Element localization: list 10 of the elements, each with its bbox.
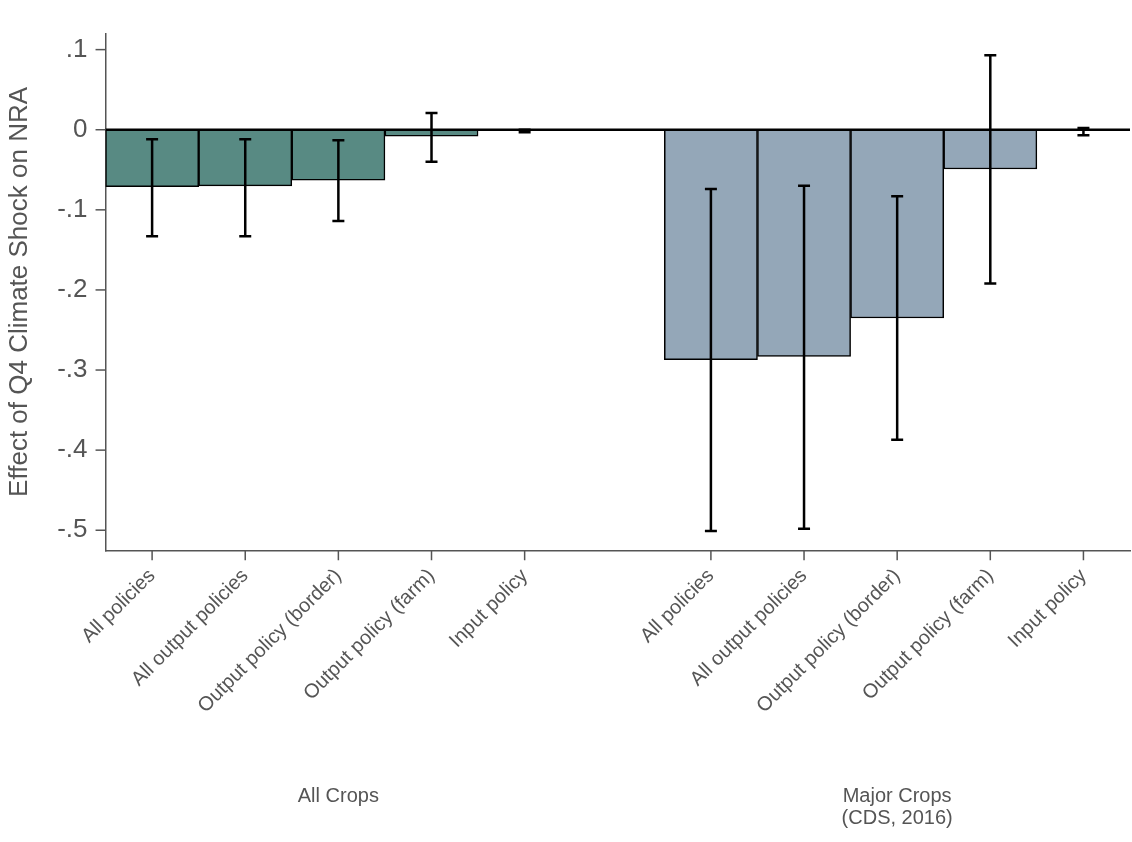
y-tick-label: -.3 [57, 353, 88, 384]
y-tick-label: 0 [73, 112, 88, 143]
y-tick-label: .1 [65, 32, 88, 63]
text: Major Crops (CDS, 2016) [840, 784, 954, 828]
y-tick-label: -.1 [57, 193, 88, 223]
y-tick-label: -.5 [57, 513, 88, 544]
y-tick-label: -.4 [57, 433, 88, 464]
text: All Crops [296, 784, 380, 806]
y-axis-title: Effect of Q4 Climate Shock on NRA [2, 86, 33, 497]
y-tick-label: -.2 [57, 273, 88, 304]
